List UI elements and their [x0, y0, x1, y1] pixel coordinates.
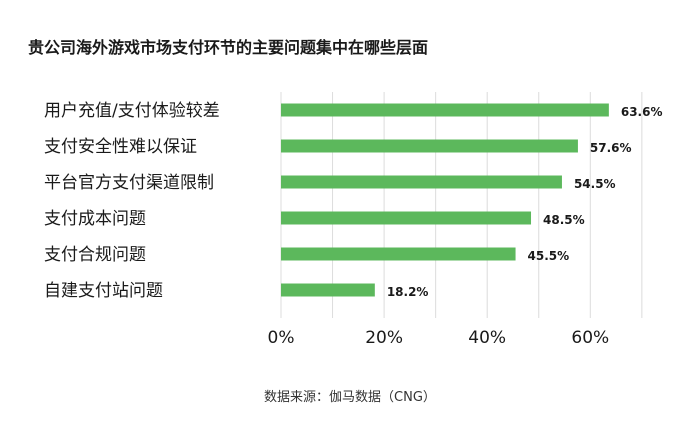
source-note: 数据来源：伽马数据（CNG） — [264, 390, 436, 405]
data-label: 18.2% — [387, 285, 429, 299]
x-tick-label: 20% — [365, 328, 403, 348]
data-label: 57.6% — [590, 141, 632, 155]
bar — [281, 211, 532, 225]
category-label: 平台官方支付渠道限制 — [44, 173, 214, 193]
data-label: 63.6% — [621, 105, 663, 119]
bar — [281, 103, 609, 117]
data-label: 54.5% — [574, 177, 616, 191]
bar — [281, 139, 578, 153]
data-label: 45.5% — [528, 249, 570, 263]
category-label: 支付合规问题 — [44, 245, 146, 265]
data-label: 48.5% — [543, 213, 585, 227]
x-tick-label: 0% — [268, 328, 295, 348]
category-label: 支付安全性难以保证 — [44, 137, 197, 157]
category-label: 自建支付站问题 — [44, 281, 163, 301]
category-label: 支付成本问题 — [44, 209, 146, 229]
category-label: 用户充值/支付体验较差 — [44, 101, 220, 121]
bar — [281, 175, 562, 189]
x-tick-label: 60% — [571, 328, 609, 348]
bar — [281, 283, 375, 297]
chart-title: 贵公司海外游戏市场支付环节的主要问题集中在哪些层面 — [28, 38, 429, 57]
x-tick-label: 40% — [468, 328, 506, 348]
bar — [281, 247, 516, 261]
